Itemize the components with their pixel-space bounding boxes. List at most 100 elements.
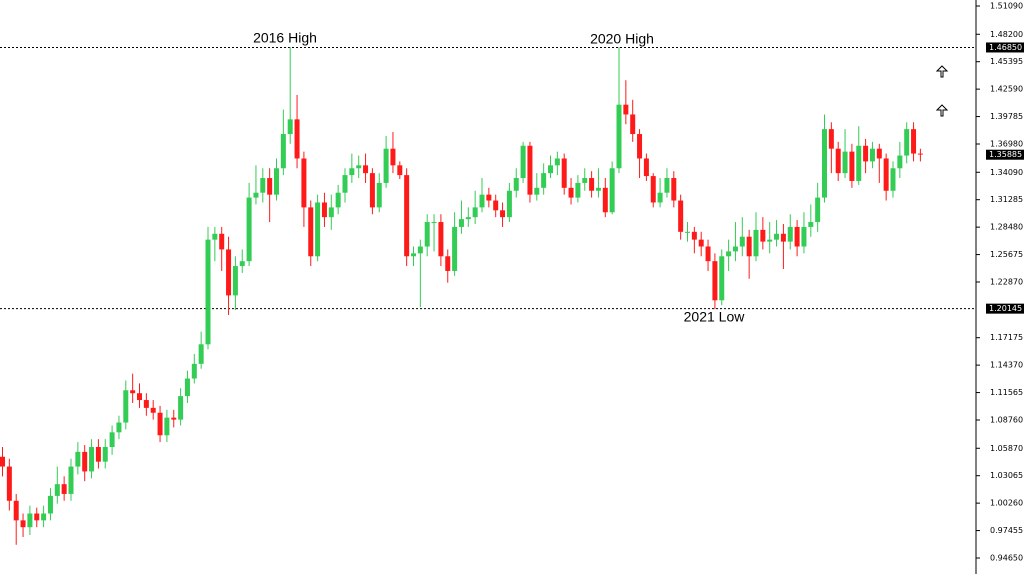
candle-body <box>753 229 759 257</box>
level-box <box>986 303 1024 314</box>
candle-body <box>486 194 492 201</box>
candle-body <box>712 261 718 301</box>
candle-body <box>691 231 697 240</box>
candle-body <box>561 158 567 188</box>
candle-body <box>897 155 903 169</box>
candle-body <box>828 129 834 149</box>
candle-body <box>232 266 238 296</box>
candle-body <box>178 396 184 420</box>
candle-body <box>130 390 136 394</box>
y-tick-label: 1.03065 <box>990 471 1023 480</box>
candle-body <box>321 202 327 218</box>
candle-body <box>198 344 204 364</box>
candle-body <box>0 456 5 467</box>
annotation: 2021 Low <box>684 309 746 325</box>
candle-body <box>602 187 608 213</box>
candle-body <box>842 151 848 174</box>
candle-body <box>685 231 690 233</box>
candle-body <box>27 513 33 528</box>
candle-body <box>47 495 53 514</box>
candle-body <box>75 451 81 467</box>
candle-body <box>705 246 711 262</box>
candle-body <box>568 187 574 198</box>
candle-body <box>212 233 218 240</box>
candle-body <box>369 173 375 208</box>
candle-body <box>95 446 101 462</box>
candle-body <box>849 151 855 181</box>
candle-body <box>267 178 273 195</box>
candle-body <box>102 446 108 462</box>
candle-body <box>390 148 396 166</box>
y-tick-label: 1.14370 <box>990 361 1023 370</box>
y-tick-label: 1.31285 <box>990 195 1023 204</box>
candle-body <box>397 165 403 176</box>
candle-body <box>41 513 47 521</box>
level-label: 1.46850 <box>989 43 1022 52</box>
y-tick-label: 1.25675 <box>990 250 1023 259</box>
candle-body <box>863 145 869 162</box>
candle-body <box>506 190 512 218</box>
candle-body <box>328 207 334 218</box>
candle-body <box>698 239 704 247</box>
candle-body <box>116 422 122 433</box>
candle-body <box>520 145 526 179</box>
candle-body <box>774 233 780 240</box>
y-tick-label: 1.39785 <box>990 112 1023 121</box>
candle-body <box>479 194 485 208</box>
candle-body <box>780 233 786 242</box>
candle-body <box>760 229 766 242</box>
candle-body <box>458 219 464 227</box>
candle-body <box>664 178 670 193</box>
candle-body <box>280 134 286 169</box>
candle-body <box>191 363 197 379</box>
candle-body <box>445 256 451 271</box>
candle-body <box>582 178 588 183</box>
arrow-icon <box>935 65 949 78</box>
candle-body <box>657 192 663 203</box>
y-tick-label: 1.11565 <box>990 388 1023 397</box>
y-tick-label: 1.28480 <box>990 223 1023 232</box>
candle-body <box>726 251 732 257</box>
y-tick-label: 1.05870 <box>990 444 1023 453</box>
candle-body <box>616 104 622 169</box>
candle-body <box>123 390 129 423</box>
last-price-box <box>986 149 1024 160</box>
candle-body <box>260 178 266 193</box>
candle-body <box>89 446 95 472</box>
candle-body <box>335 192 341 208</box>
candle-body <box>363 165 369 174</box>
candle-body <box>6 466 12 501</box>
candle-body <box>465 217 471 220</box>
y-tick-label: 1.00260 <box>990 499 1023 508</box>
candle-body <box>68 466 74 494</box>
candle-body <box>294 119 300 159</box>
candle-body <box>404 175 410 257</box>
candle-body <box>417 246 423 254</box>
level-label: 1.20145 <box>989 304 1022 313</box>
signal-arrows <box>935 65 949 117</box>
candle-body <box>835 148 841 174</box>
candle-body <box>869 148 875 162</box>
candle-body <box>808 222 814 227</box>
candle-body <box>109 432 115 447</box>
y-tick-label: 1.36980 <box>990 140 1023 149</box>
candle-body <box>739 236 745 247</box>
candle-body <box>171 417 177 420</box>
candle-body <box>527 145 533 195</box>
candle-body <box>376 182 382 208</box>
candle-body <box>876 148 882 159</box>
level-box <box>986 42 1024 53</box>
candle-body <box>424 222 430 247</box>
candle-body <box>678 200 684 232</box>
candle-body <box>500 210 506 218</box>
candle-body <box>815 197 821 223</box>
candle-body <box>719 256 725 301</box>
candle-body <box>226 249 232 296</box>
candle-body <box>239 261 245 267</box>
candle-body <box>143 400 149 408</box>
candle-body <box>643 158 649 177</box>
y-tick-label: 0.97455 <box>990 526 1023 535</box>
y-tick-label: 1.17175 <box>990 333 1023 342</box>
